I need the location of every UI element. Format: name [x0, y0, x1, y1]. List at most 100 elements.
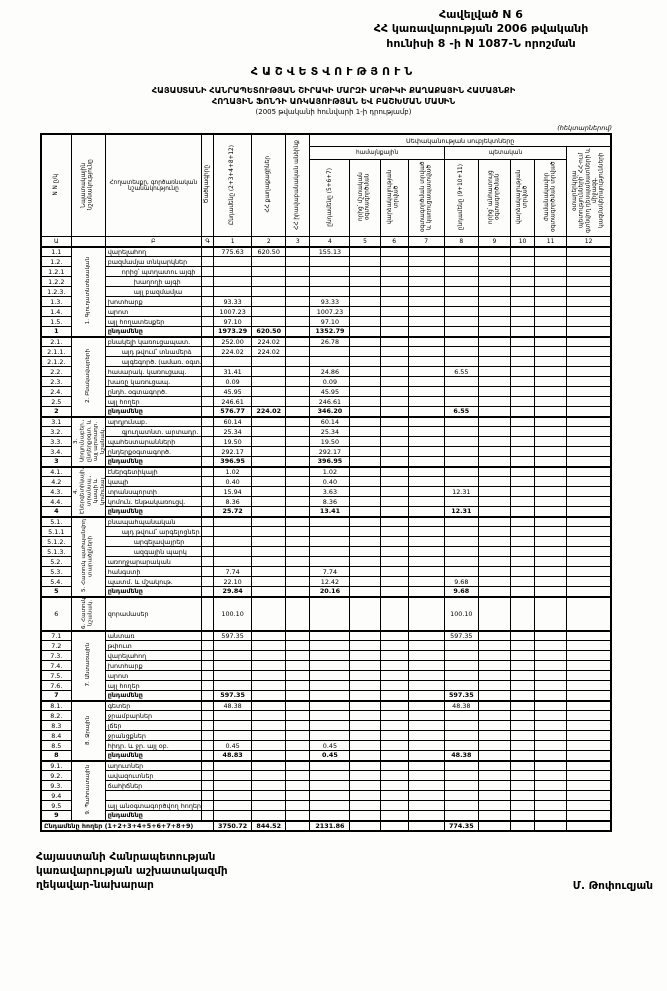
value-cell — [309, 680, 351, 692]
value-cell — [213, 759, 253, 772]
value-cell: 224.02 — [213, 346, 253, 358]
section-label: 7. Անտառային — [70, 629, 106, 702]
value-cell — [349, 346, 381, 358]
code-cell — [201, 346, 215, 358]
value-cell — [566, 690, 612, 702]
value-cell — [443, 800, 479, 812]
value-cell: 45.95 — [309, 386, 351, 398]
value-cell: 97.10 — [213, 316, 253, 328]
code-cell — [201, 690, 215, 702]
table-row: 8.3 լճեր — [40, 720, 612, 732]
code-cell — [201, 780, 215, 792]
value-cell — [379, 496, 409, 508]
value-cell — [285, 266, 311, 278]
value-cell — [285, 276, 311, 288]
table-row: 3.4. ընդերքօգտագործ. 292.17 292.17 — [40, 446, 612, 458]
value-cell — [407, 740, 445, 752]
value-cell — [477, 386, 511, 398]
group-header-state: պետական — [443, 146, 568, 161]
value-cell — [285, 720, 311, 732]
col-header-legal-entities: ՀՀ իրավաբանական անձինք — [285, 133, 311, 238]
value-cell: 25.72 — [213, 506, 253, 518]
code-cell — [201, 316, 215, 328]
value-cell — [477, 576, 511, 588]
value-cell — [534, 819, 568, 832]
value-cell — [443, 546, 479, 558]
report-heading: ՀԱՇՎԵՏՎՈՒԹՅՈՒՆ — [250, 64, 417, 78]
value-cell — [443, 245, 479, 258]
value-cell: 48.38 — [213, 699, 253, 712]
value-cell — [443, 356, 479, 368]
value-cell — [213, 810, 253, 822]
value-cell — [443, 456, 479, 468]
table-row: 9.3. ճահիճներ — [40, 780, 612, 792]
value-cell — [251, 266, 287, 278]
value-cell — [407, 486, 445, 498]
table-row: 1.1 1. Գյուղատնտեսական վարելահող 775.63 620.… — [40, 245, 612, 338]
col-header-row-number: N N ը/կ — [40, 133, 72, 238]
table-row: 2.5 այլ հողեր 246.61 246.61 — [40, 396, 612, 408]
value-cell — [379, 670, 409, 682]
land-type-label: որից՝ պտղատու այգի — [104, 266, 203, 278]
value-cell — [477, 245, 511, 258]
col-header-code: Ծածկագիրը — [201, 133, 215, 238]
value-cell — [477, 790, 511, 802]
row-number: 5.1.3. — [40, 546, 72, 558]
value-cell — [285, 576, 311, 588]
value-cell — [213, 526, 253, 538]
value-cell — [509, 576, 536, 588]
value-cell — [509, 476, 536, 488]
value-cell — [379, 690, 409, 702]
value-cell — [285, 386, 311, 398]
row-number: 4.4. — [40, 496, 72, 508]
land-type-label: հիդր. և ջր. այլ օբ. — [104, 740, 203, 752]
value-cell — [477, 586, 511, 598]
value-cell — [251, 750, 287, 762]
table-row: 7 ընդամենը 597.35 597.35 — [40, 690, 612, 702]
value-cell: 292.17 — [309, 446, 351, 458]
value-cell — [285, 566, 311, 578]
code-cell — [201, 456, 215, 468]
value-cell — [566, 629, 612, 642]
code-cell — [201, 356, 215, 368]
section-label: 5. Հատուկ պահպանվող տարածքների — [70, 515, 106, 598]
value-cell: 6.55 — [443, 406, 479, 418]
code-cell — [201, 586, 215, 598]
table-row: 9.2. ավազուտներ — [40, 770, 612, 782]
value-cell — [407, 810, 445, 822]
table-row: 1.2.2 խաղողի այգի — [40, 276, 612, 288]
code-cell — [201, 629, 215, 642]
value-cell: 100.10 — [213, 595, 253, 632]
section-label: 9. Պահուստային — [70, 759, 106, 822]
value-cell — [566, 335, 612, 348]
value-cell — [477, 710, 511, 722]
value-cell — [251, 800, 287, 812]
value-cell: 1007.23 — [213, 306, 253, 318]
value-cell — [285, 306, 311, 318]
value-cell — [534, 366, 568, 378]
value-cell — [407, 660, 445, 672]
value-cell — [379, 586, 409, 598]
code-cell — [201, 546, 215, 558]
value-cell — [534, 476, 568, 488]
value-cell — [285, 465, 311, 478]
value-cell — [285, 759, 311, 772]
value-cell — [477, 426, 511, 438]
value-cell — [349, 465, 381, 478]
value-cell — [251, 556, 287, 568]
value-cell — [566, 366, 612, 378]
col-header-citizens: ՀՀ քաղաքացիներ — [251, 133, 287, 238]
value-cell: 24.86 — [309, 366, 351, 378]
value-cell — [566, 680, 612, 692]
value-cell — [285, 476, 311, 488]
value-cell — [443, 276, 479, 288]
value-cell: 20.16 — [309, 586, 351, 598]
value-cell — [285, 595, 311, 632]
value-cell — [477, 819, 511, 832]
value-cell — [566, 476, 612, 488]
row-number: 5.4. — [40, 576, 72, 588]
col-header-foreign: օտարերկրյա պետությունների՝ ՀՀ-ում գտնվող… — [566, 146, 612, 238]
value-cell — [407, 436, 445, 448]
land-type-label: այլ հողեր — [104, 396, 203, 408]
value-cell — [349, 496, 381, 508]
